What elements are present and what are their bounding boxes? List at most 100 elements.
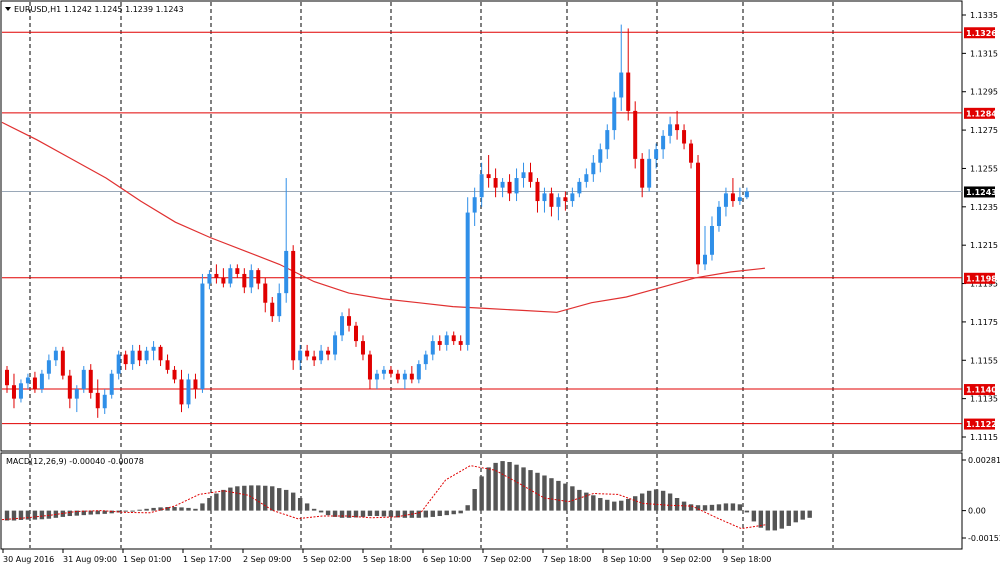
candle-body [319,350,324,361]
candle [535,178,540,213]
candle-body [242,273,247,288]
candle-body [716,206,721,226]
y-tick-label: 1.1315 [970,49,998,58]
macd-bar [556,480,561,511]
macd-tick-label: 0.00281 [968,456,1000,465]
macd-bar [402,510,408,518]
macd-bar [416,510,422,518]
macd-bar [346,510,352,518]
macd-bar [39,510,45,520]
macd-bar [633,496,638,511]
candle-body [542,193,547,202]
macd-bar [716,504,722,511]
y-tick-label: 1.1175 [970,318,998,327]
candle [270,296,275,322]
candle-body [535,181,540,202]
macd-bar [786,510,791,526]
macd-bar [137,509,142,511]
x-tick-label: 2 Sep 09:00 [243,555,291,564]
macd-bar [549,478,554,511]
candle-body [465,212,470,345]
candle-body [158,346,163,361]
candle-body [612,97,617,131]
macd-bar [423,510,428,518]
candle-body [605,130,610,150]
macd-bar [109,510,114,514]
candle-body [74,389,79,399]
macd-bar [263,485,268,511]
macd-bar [493,462,498,511]
candle-body [312,356,317,361]
macd-bar [619,500,624,511]
candle [249,264,254,294]
candle-body [374,373,379,380]
macd-bar [758,510,764,528]
candlesticks [5,24,749,418]
macd-bar [81,510,86,516]
candle-body [598,149,603,163]
candle-body [221,277,226,284]
candle [5,366,9,393]
candle-body [151,346,156,351]
candle [193,373,198,399]
macd-bar [486,467,491,511]
candle-body [53,350,58,361]
macd-bar [639,493,645,511]
candle [521,162,526,188]
macd-tick-label: 0.00 [968,507,986,516]
macd-bar [626,498,631,511]
y-tick-label: 1.1215 [970,241,998,250]
macd-bar [165,507,170,511]
macd-bar [563,483,568,511]
macd-label: MACD(12,26,9) -0.00040 -0.00078 [6,457,144,466]
candle [723,187,728,217]
candle-body [291,250,296,361]
macd-bar [577,489,582,511]
candle-body [556,197,561,207]
candle-body [444,335,449,345]
macd-bar [667,493,673,511]
candle [395,369,400,384]
candle [374,369,379,390]
candle [46,354,51,380]
candle [39,369,44,393]
candle-body [144,350,149,361]
macd-bar [674,498,680,511]
candle-body [5,369,9,386]
candle-body [284,250,289,294]
candle-body [479,174,484,198]
macd-bar [430,510,435,517]
macd-bar [500,461,505,511]
candle [277,283,282,322]
candle-body [507,181,512,194]
candle [682,124,687,150]
candle [542,187,547,213]
macd-bar [18,510,24,520]
candle-body [193,379,198,390]
candle-body [682,130,687,144]
macd-bar [381,510,387,517]
level-label: 1.1243 [966,188,997,197]
candle-body [744,191,749,198]
candle-body [409,373,414,380]
macd-bar [695,505,701,511]
macd-bar [304,503,310,511]
candle [437,335,442,351]
candle-body [340,316,345,336]
candle-body [123,354,128,365]
candle-body [60,350,65,376]
candle [598,143,603,173]
candle [88,364,93,399]
candle [633,101,638,169]
macd-bar [360,510,366,517]
candle [235,264,240,278]
candle [298,344,303,370]
candle [242,268,247,294]
candle-body [395,373,400,380]
candle [186,373,191,409]
candle [53,346,58,367]
macd-bar [46,510,52,519]
macd-bar [353,510,359,518]
dropdown-triangle-icon[interactable] [5,7,11,11]
